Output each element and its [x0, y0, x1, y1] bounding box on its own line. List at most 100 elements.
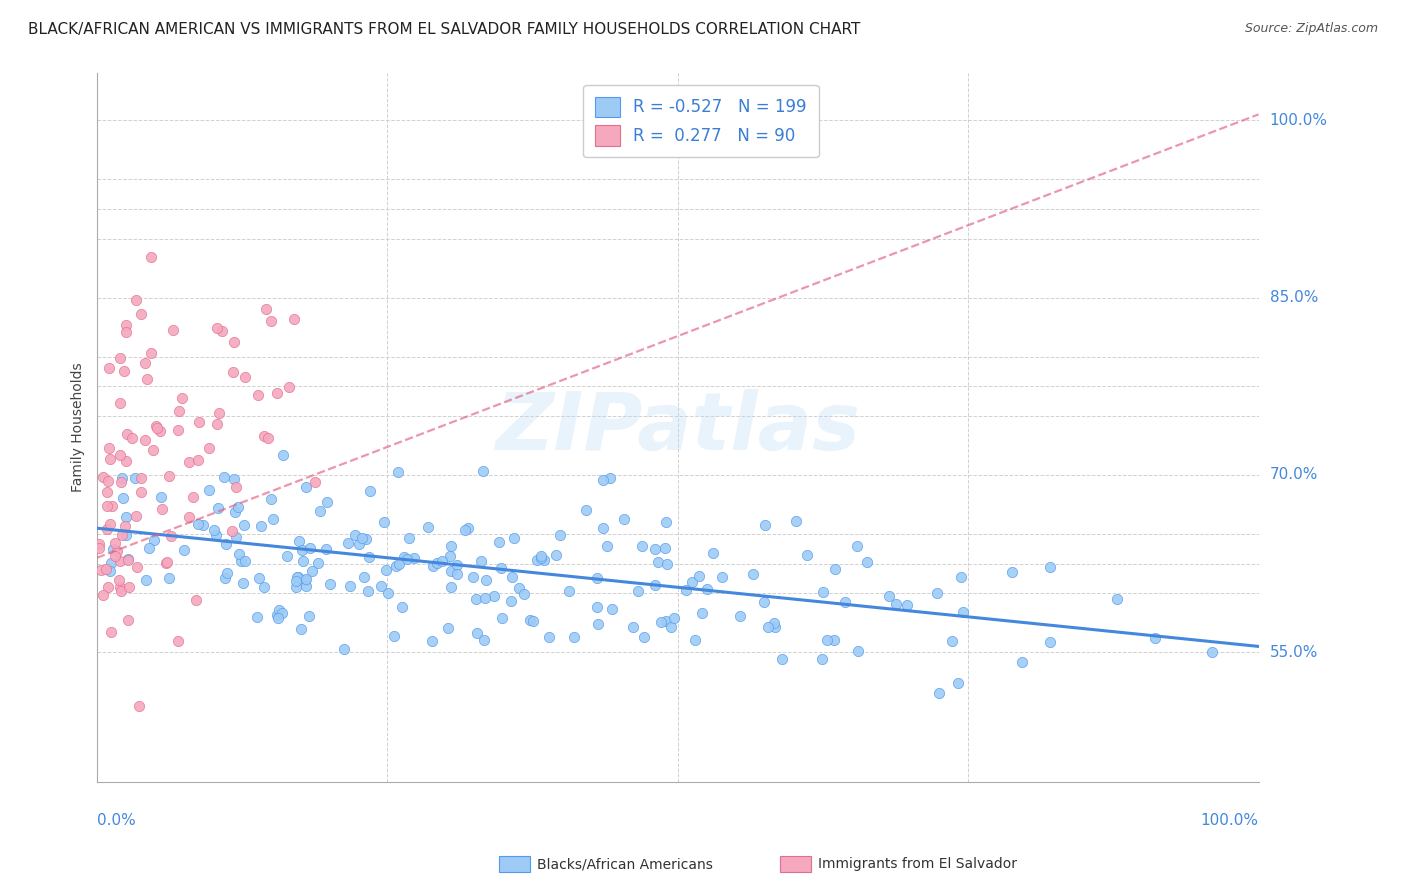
- Point: [815, 632, 838, 647]
- Point: [586, 600, 609, 615]
- Point: [762, 616, 785, 631]
- Point: [633, 630, 655, 644]
- Point: [247, 571, 270, 585]
- Point: [150, 490, 173, 504]
- Point: [271, 449, 294, 463]
- Point: [470, 554, 492, 568]
- Point: [952, 606, 974, 620]
- Point: [562, 630, 585, 644]
- Point: [138, 541, 160, 555]
- Point: [129, 484, 152, 499]
- Point: [299, 541, 322, 555]
- Point: [115, 427, 138, 442]
- Point: [941, 634, 963, 648]
- Point: [301, 565, 323, 579]
- Point: [877, 589, 900, 603]
- Point: [287, 569, 309, 583]
- Point: [391, 600, 413, 615]
- Point: [271, 606, 294, 620]
- Point: [416, 520, 439, 534]
- Point: [170, 391, 193, 405]
- Point: [228, 547, 250, 561]
- Point: [149, 424, 172, 438]
- Point: [112, 364, 135, 378]
- Point: [896, 599, 918, 613]
- Point: [125, 509, 148, 524]
- Point: [125, 293, 148, 307]
- Point: [247, 388, 270, 402]
- Point: [430, 553, 453, 567]
- Point: [770, 651, 793, 665]
- Point: [214, 571, 236, 585]
- Point: [575, 503, 598, 517]
- Point: [950, 569, 973, 583]
- Point: [111, 491, 134, 506]
- Point: [502, 531, 524, 545]
- Point: [796, 548, 818, 562]
- Point: [439, 549, 461, 563]
- Point: [142, 443, 165, 458]
- Point: [222, 335, 245, 350]
- Point: [1001, 565, 1024, 579]
- Point: [522, 615, 544, 629]
- Point: [336, 536, 359, 550]
- Point: [257, 431, 280, 445]
- Point: [548, 528, 571, 542]
- Point: [356, 532, 378, 546]
- Point: [647, 555, 669, 569]
- Point: [288, 533, 311, 548]
- Point: [108, 448, 131, 462]
- Point: [377, 585, 399, 599]
- Point: [710, 570, 733, 584]
- Point: [655, 515, 678, 529]
- Point: [98, 565, 121, 579]
- Point: [307, 556, 329, 570]
- Point: [136, 372, 159, 386]
- Text: BLACK/AFRICAN AMERICAN VS IMMIGRANTS FROM EL SALVADOR FAMILY HOUSEHOLDS CORRELAT: BLACK/AFRICAN AMERICAN VS IMMIGRANTS FRO…: [28, 22, 860, 37]
- Point: [110, 475, 132, 490]
- Point: [332, 641, 354, 656]
- Point: [290, 623, 312, 637]
- Point: [222, 472, 245, 486]
- Point: [508, 581, 530, 595]
- Point: [824, 562, 846, 576]
- Point: [375, 564, 398, 578]
- Point: [104, 549, 127, 564]
- Point: [696, 582, 718, 596]
- Point: [437, 621, 460, 635]
- Point: [491, 610, 513, 624]
- Point: [108, 396, 131, 410]
- Point: [283, 311, 305, 326]
- Point: [1144, 632, 1167, 646]
- Point: [811, 585, 834, 599]
- Point: [134, 356, 156, 370]
- Point: [454, 523, 477, 537]
- Point: [530, 550, 553, 565]
- Point: [530, 549, 553, 564]
- Point: [526, 553, 548, 567]
- Point: [592, 521, 614, 535]
- Point: [388, 558, 411, 572]
- Point: [644, 542, 666, 557]
- Point: [846, 644, 869, 658]
- Point: [101, 499, 124, 513]
- Point: [626, 584, 648, 599]
- Point: [267, 611, 290, 625]
- Point: [181, 491, 204, 505]
- Point: [387, 466, 409, 480]
- Point: [90, 563, 112, 577]
- Point: [115, 318, 138, 332]
- Point: [125, 560, 148, 574]
- Point: [298, 609, 321, 624]
- Point: [373, 515, 395, 529]
- Point: [110, 584, 132, 599]
- Point: [370, 579, 392, 593]
- Point: [1011, 655, 1033, 669]
- Point: [121, 431, 143, 445]
- Point: [1039, 560, 1062, 574]
- Point: [115, 510, 138, 524]
- Text: 0.0%: 0.0%: [97, 813, 136, 828]
- Point: [655, 614, 678, 628]
- Point: [186, 453, 208, 467]
- Point: [167, 423, 190, 437]
